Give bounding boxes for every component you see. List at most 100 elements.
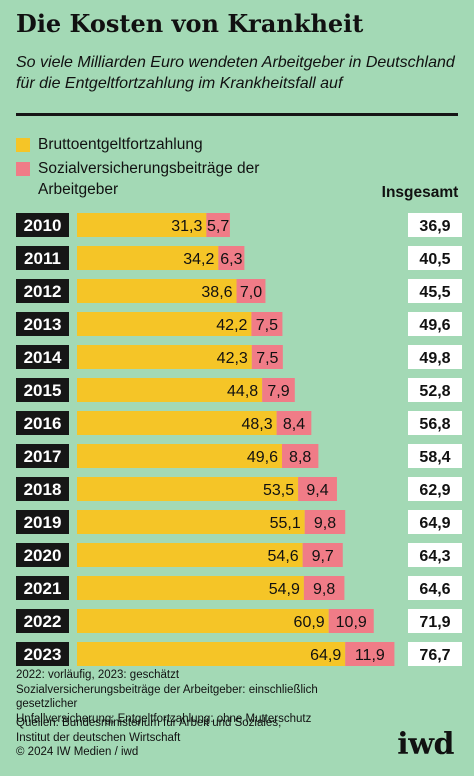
year-label: 2018 xyxy=(24,480,62,499)
bar-brutto xyxy=(77,642,346,666)
bar-sozial xyxy=(304,510,346,534)
total-box xyxy=(408,345,462,369)
value-label-brutto: 31,3 xyxy=(171,218,202,235)
value-label-brutto: 44,8 xyxy=(227,383,258,400)
bar-brutto xyxy=(77,576,304,600)
legend-item-brutto: Bruttoentgeltfortzahlung xyxy=(16,134,288,155)
sources: Quellen: Bundesministerium für Arbeit un… xyxy=(16,716,356,760)
total-box xyxy=(408,246,462,270)
footnote-line: 2022: vorläufig, 2023: geschätzt xyxy=(16,669,180,681)
total-box xyxy=(408,312,462,336)
total-box xyxy=(408,510,462,534)
total-label: 49,8 xyxy=(419,350,450,367)
legend: Bruttoentgeltfortzahlung Sozialversicher… xyxy=(16,134,288,200)
year-box xyxy=(16,345,69,369)
footnotes: 2022: vorläufig, 2023: geschätzt Sozialv… xyxy=(16,668,376,726)
value-label-brutto: 49,6 xyxy=(247,449,278,466)
total-label: 40,5 xyxy=(419,251,450,268)
year-box xyxy=(16,444,69,468)
value-label-sozial: 9,7 xyxy=(312,548,334,565)
copyright-line: © 2024 IW Medien / iwd xyxy=(16,746,139,758)
total-column-header: Insgesamt xyxy=(381,184,459,201)
year-box xyxy=(16,642,69,666)
bar-sozial xyxy=(302,543,343,567)
total-label: 56,8 xyxy=(419,416,450,433)
year-label: 2017 xyxy=(24,447,62,466)
year-label: 2019 xyxy=(24,513,62,532)
year-label: 2016 xyxy=(24,414,62,433)
total-box xyxy=(408,444,462,468)
bar-sozial xyxy=(218,246,245,270)
year-label: 2012 xyxy=(24,282,62,301)
source-line: Quellen: Bundesministerium für Arbeit un… xyxy=(16,717,282,729)
value-label-sozial: 7,5 xyxy=(256,317,278,334)
year-box xyxy=(16,510,69,534)
year-label: 2011 xyxy=(24,249,61,268)
year-box xyxy=(16,312,69,336)
iwd-logo: iwd xyxy=(397,727,454,762)
value-label-brutto: 64,9 xyxy=(310,647,341,664)
year-label: 2020 xyxy=(24,546,62,565)
value-label-sozial: 9,8 xyxy=(314,515,336,532)
total-label: 62,9 xyxy=(419,482,450,499)
total-box xyxy=(408,609,462,633)
value-label-sozial: 10,9 xyxy=(336,614,367,631)
bar-brutto xyxy=(77,444,282,468)
bar-brutto xyxy=(77,477,299,501)
value-label-sozial: 11,9 xyxy=(355,647,385,664)
year-box xyxy=(16,576,69,600)
bar-sozial xyxy=(251,312,283,336)
source-line: Institut der deutschen Wirtschaft xyxy=(16,731,181,744)
total-label: 36,9 xyxy=(419,218,450,235)
value-label-sozial: 8,4 xyxy=(283,416,305,433)
bar-sozial xyxy=(303,576,345,600)
value-label-brutto: 53,5 xyxy=(263,482,294,499)
bar-sozial xyxy=(251,345,283,369)
legend-item-sozial: Sozialversicherungsbeiträge der Arbeitge… xyxy=(16,158,288,200)
total-label: 71,9 xyxy=(419,614,450,631)
total-label: 64,6 xyxy=(419,581,450,598)
value-label-sozial: 7,5 xyxy=(256,350,278,367)
total-label: 45,5 xyxy=(419,284,450,301)
year-box xyxy=(16,279,69,303)
bar-brutto xyxy=(77,411,277,435)
total-label: 76,7 xyxy=(419,647,450,664)
year-label: 2013 xyxy=(24,315,62,334)
bar-sozial xyxy=(206,213,230,237)
bar-sozial xyxy=(276,411,312,435)
bar-brutto xyxy=(77,510,305,534)
legend-swatch-sozial xyxy=(16,162,30,176)
value-label-sozial: 8,8 xyxy=(289,449,311,466)
bar-brutto xyxy=(77,246,219,270)
bar-sozial xyxy=(262,378,295,402)
total-box xyxy=(408,213,462,237)
value-label-sozial: 7,0 xyxy=(240,284,262,301)
total-label: 49,6 xyxy=(419,317,450,334)
year-label: 2021 xyxy=(24,579,62,598)
year-label: 2010 xyxy=(24,216,62,235)
year-label: 2015 xyxy=(24,381,62,400)
legend-label-brutto: Bruttoentgeltfortzahlung xyxy=(38,136,203,153)
total-label: 64,9 xyxy=(419,515,450,532)
total-label: 64,3 xyxy=(419,548,450,565)
bar-sozial xyxy=(328,609,374,633)
value-label-brutto: 54,6 xyxy=(268,548,299,565)
total-box xyxy=(408,477,462,501)
year-box xyxy=(16,213,69,237)
value-label-brutto: 54,9 xyxy=(269,581,300,598)
value-label-brutto: 38,6 xyxy=(201,284,232,301)
total-label: 52,8 xyxy=(419,383,450,400)
year-label: 2022 xyxy=(24,612,62,631)
legend-swatch-brutto xyxy=(16,138,30,152)
total-label: 58,4 xyxy=(419,449,450,466)
bar-sozial xyxy=(281,444,319,468)
total-box xyxy=(408,279,462,303)
bar-brutto xyxy=(77,378,263,402)
footnote-line: Sozialversicherungsbeiträge der Arbeitge… xyxy=(16,683,318,711)
chart-subtitle: So viele Milliarden Euro wendeten Arbeit… xyxy=(16,54,455,92)
bar-brutto xyxy=(77,345,252,369)
chart-title: Die Kosten von Krankheit xyxy=(16,9,364,38)
total-box xyxy=(408,411,462,435)
year-label: 2014 xyxy=(24,348,62,367)
value-label-brutto: 42,3 xyxy=(217,350,248,367)
